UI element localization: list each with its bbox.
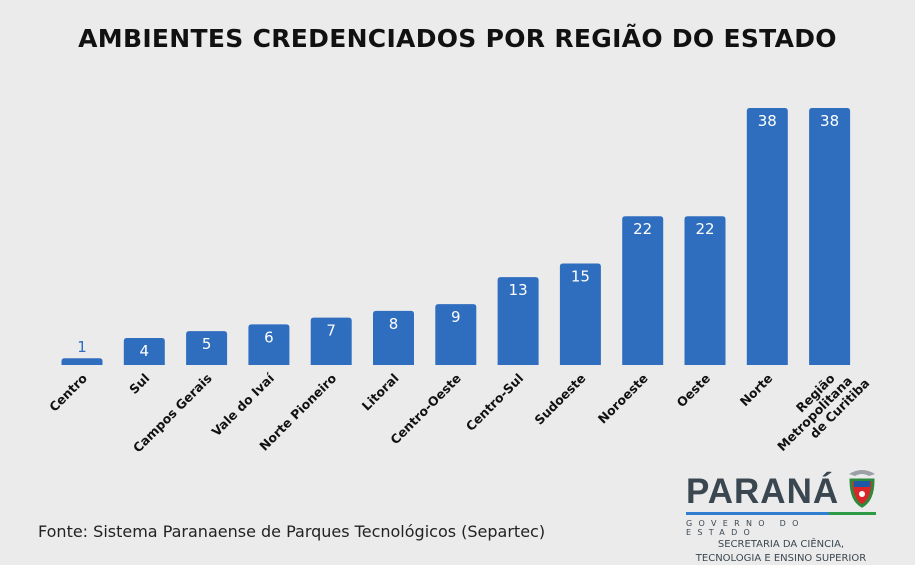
bar [123, 337, 165, 365]
bar [622, 216, 664, 365]
x-tick-label: Sudoeste [531, 371, 588, 428]
x-tick-label: Norte [737, 371, 776, 410]
data-label: 38 [820, 112, 839, 130]
x-tick-label: Centro-Sul [463, 371, 526, 434]
bar [559, 263, 601, 365]
data-label: 5 [202, 335, 212, 353]
data-label: 7 [326, 322, 336, 340]
department-line-1: SECRETARIA DA CIÊNCIA, [717, 539, 845, 550]
parana-logo: PARANÁ GOVERNO DO ESTADO SECRETARIA DA C… [686, 468, 881, 565]
chart-title: AMBIENTES CREDENCIADOS POR REGIÃO DO EST… [78, 24, 837, 53]
bar [435, 304, 477, 365]
x-tick-label: Vale do Ivaí [208, 370, 277, 439]
data-label: 15 [571, 268, 590, 286]
coat-of-arms-icon [849, 470, 876, 508]
data-label: 1 [77, 338, 87, 356]
bar [310, 317, 352, 365]
data-label: 6 [264, 328, 274, 346]
x-tick-label: Centro [46, 370, 90, 414]
x-tick-label: Noroeste [595, 371, 651, 427]
bar [186, 331, 228, 365]
x-tick-label: Litoral [359, 371, 402, 414]
data-label: 9 [451, 308, 461, 326]
data-label: 8 [389, 315, 399, 333]
x-tick-label: Sul [126, 371, 152, 397]
bar [373, 310, 414, 365]
data-label: 4 [140, 342, 150, 360]
data-label: 22 [633, 220, 652, 238]
bar [809, 108, 851, 365]
x-tick-label: Oeste [674, 371, 714, 411]
logo-brand: PARANÁ [686, 472, 840, 511]
data-label: 22 [695, 220, 714, 238]
data-label: 13 [509, 281, 528, 299]
bar [61, 358, 103, 365]
bar [497, 277, 539, 365]
bar [684, 216, 726, 365]
x-tick-label: RegiãoMetropolitanade Curitiba [764, 356, 872, 464]
bar [746, 108, 788, 365]
logo-subtitle: GOVERNO DO ESTADO [686, 519, 805, 537]
data-label: 38 [758, 112, 777, 130]
bar [248, 324, 290, 365]
source-note: Fonte: Sistema Paranaense de Parques Tec… [38, 522, 546, 541]
